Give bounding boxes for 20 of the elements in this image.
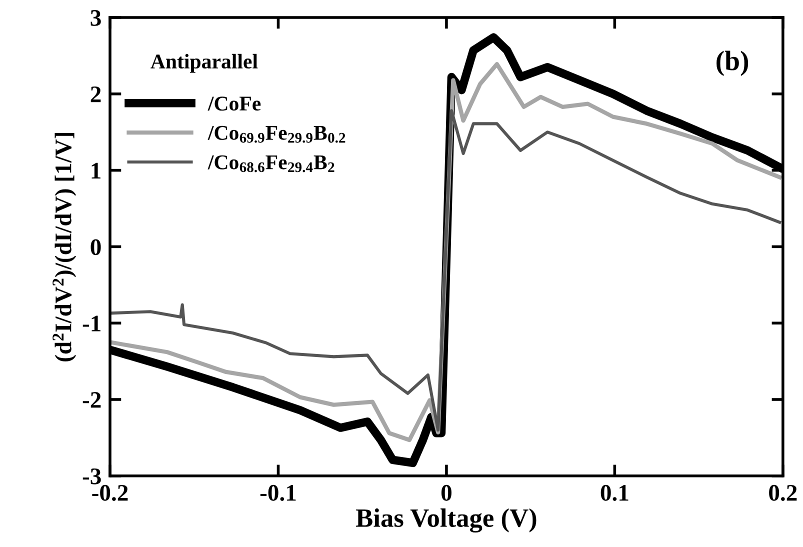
x-axis-title: Bias Voltage (V) (356, 508, 536, 533)
legend-label: /CoFe (208, 96, 261, 111)
y-tick-label: -3 (82, 468, 101, 484)
y-tick-label: 2 (90, 86, 101, 102)
y-tick-label: 0 (90, 239, 101, 256)
y-tick-label: -1 (82, 316, 100, 332)
y-tick-label: 1 (92, 162, 100, 178)
y-tick-label: -2 (82, 392, 101, 408)
y-tick-label: 3 (90, 10, 101, 26)
x-tick-label: -0.1 (260, 484, 296, 501)
x-tick-label: 0 (441, 484, 452, 501)
annotation: Antiparallel (150, 54, 258, 73)
x-tick-label: -0.2 (92, 484, 128, 501)
annotation: (b) (716, 50, 748, 76)
legend-label: /Co$_{69.9}$Fe$_{29.9}$B$_{0.2}$ (208, 126, 346, 143)
y-axis-title: (d$^{2}$I/dV$^{2}$)/(dI/dV) [1/V] (52, 132, 76, 362)
x-tick-label: 0.1 (600, 484, 628, 501)
line-series (110, 109, 782, 432)
legend-label: /Co$_{68.6}$Fe$_{29.4}$B$_{2}$ (208, 155, 334, 172)
x-tick-label: 0.2 (769, 484, 797, 501)
